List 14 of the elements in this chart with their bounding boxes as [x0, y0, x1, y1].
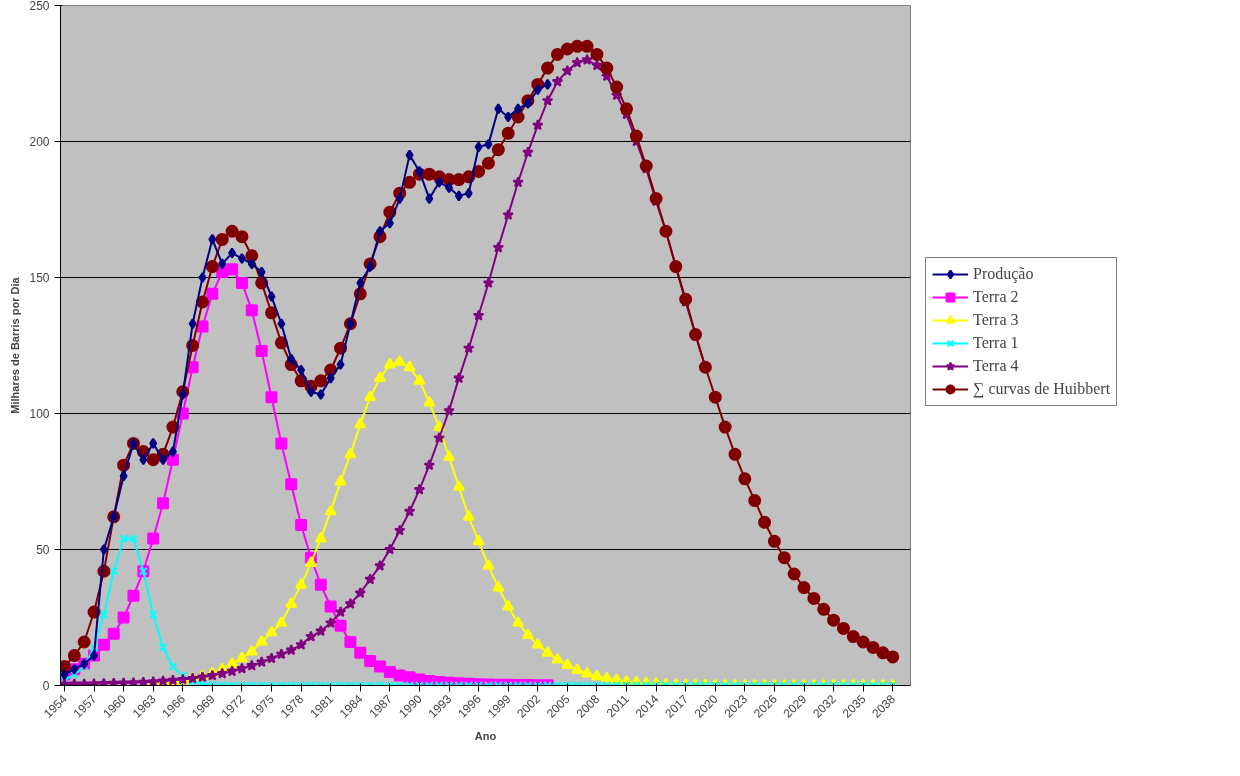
legend-label: ∑ curvas de Huibbert [973, 380, 1111, 398]
y-tick-label: 200 [29, 135, 50, 149]
y-tick-label: 250 [29, 0, 50, 13]
legend-label: Produção [973, 265, 1034, 283]
legend-label: Terra 3 [973, 311, 1019, 329]
y-tick-label: 100 [29, 407, 50, 421]
legend-label: Terra 2 [973, 288, 1019, 306]
y-axis-title: Milhares de Barris por Dia [9, 276, 22, 414]
y-tick-label: 150 [29, 271, 50, 285]
y-tick-label: 50 [36, 543, 50, 557]
legend-label: Terra 1 [973, 334, 1019, 352]
y-tick-label: 0 [42, 679, 50, 693]
legend-label: Terra 4 [973, 357, 1019, 375]
x-axis-title: Ano [474, 729, 497, 742]
